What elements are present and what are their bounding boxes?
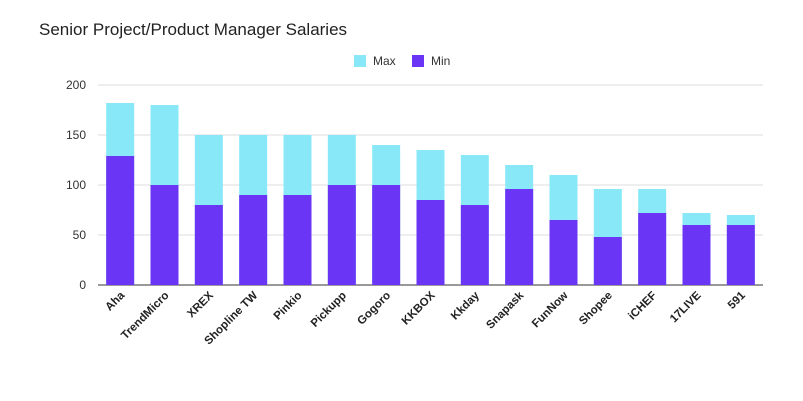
y-tick-label: 0: [79, 278, 86, 292]
legend-label: Max: [373, 54, 396, 68]
bar-min: [682, 225, 711, 285]
x-tick-label: XREX: [185, 289, 216, 320]
y-tick-label: 150: [66, 128, 86, 142]
legend: Max Min: [354, 54, 450, 68]
y-tick-label: 100: [66, 178, 86, 192]
y-tick-label: 50: [73, 228, 87, 242]
bar-min: [460, 205, 489, 285]
x-tick-label: Pickupp: [309, 290, 349, 330]
bar-min: [416, 200, 445, 285]
bar-min: [239, 195, 268, 285]
bar-min: [194, 205, 223, 285]
bar-min: [150, 185, 179, 285]
legend-swatch: [412, 55, 424, 67]
y-tick-label: 200: [66, 78, 86, 92]
x-tick-label: Kkday: [449, 289, 482, 322]
x-tick-label: iCHEF: [626, 290, 659, 323]
chart-title: Senior Project/Product Manager Salaries: [39, 20, 348, 39]
bar-min: [283, 195, 312, 285]
bar-min: [726, 225, 755, 285]
bars: [106, 103, 755, 285]
y-axis-tick-labels: 0 50 100 150 200: [66, 78, 86, 292]
bar-min: [638, 213, 667, 285]
x-tick-label: TrendMicro: [119, 290, 171, 342]
x-tick-label: Aha: [103, 289, 127, 313]
bar-min: [372, 185, 401, 285]
bar-min: [505, 189, 534, 285]
x-tick-label: Shopee: [577, 290, 615, 328]
x-tick-label: 17LIVE: [668, 289, 704, 325]
bar-min: [593, 237, 622, 285]
bar-min: [549, 220, 578, 285]
x-tick-label: KKBOX: [400, 289, 438, 327]
x-tick-label: Snapask: [484, 289, 526, 331]
x-tick-label: 591: [726, 289, 748, 311]
x-tick-label: Gogoro: [355, 290, 393, 328]
x-tick-label: FunNow: [530, 290, 571, 331]
bar-min: [327, 185, 356, 285]
bar-min: [106, 156, 135, 285]
legend-label: Min: [431, 54, 450, 68]
x-tick-label: Pinkio: [272, 290, 305, 323]
legend-swatch: [354, 55, 366, 67]
